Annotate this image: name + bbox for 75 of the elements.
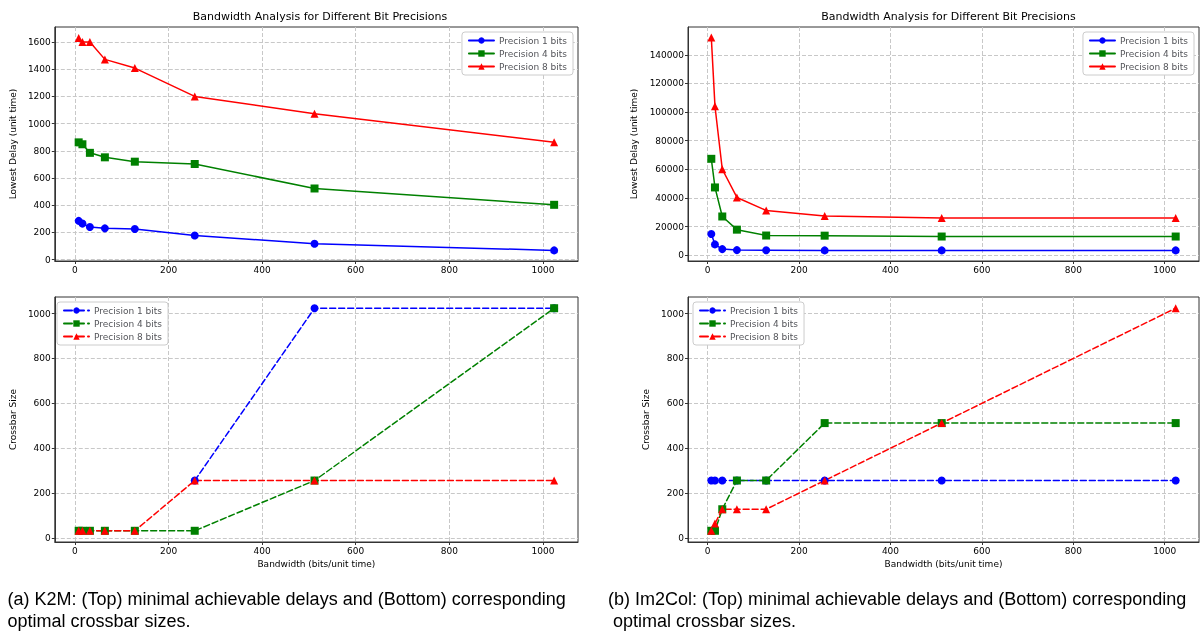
y-tick-label: 0 [678, 532, 685, 543]
x-tick-label: 0 [704, 545, 711, 556]
y-tick-label: 1000 [27, 308, 52, 319]
x-tick-label: 600 [973, 264, 991, 275]
text: (a) K2M: (Top) minimal achievable delays and (Bottom) corresponding optimal crossbar sizes. [7, 589, 571, 631]
y-tick-label: 1000 [27, 118, 52, 129]
x-tick-label: 400 [881, 545, 900, 556]
y-tick-label: 40000 [655, 192, 685, 203]
y-axis-title: Lowest Delay (unit time) [7, 88, 18, 200]
x-tick-label: 400 [881, 264, 900, 275]
y-tick-label: 120000 [649, 78, 685, 89]
y-tick-label: 100000 [649, 107, 685, 118]
y-tick-label: 200 [666, 488, 685, 499]
x-tick-label: 200 [159, 264, 178, 275]
y-tick-label: 600 [666, 398, 685, 409]
y-tick-label: 0 [45, 532, 52, 543]
chart-title: Bandwidth Analysis for Different Bit Precisions [192, 10, 448, 23]
x-tick-label: 800 [1064, 545, 1083, 556]
legend-label: Precision 8 bits [498, 61, 568, 72]
y-tick-label: 200 [33, 488, 52, 499]
y-tick-label: 400 [33, 200, 52, 211]
legend-label: Precision 1 bits [94, 305, 163, 316]
y-tick-label: 0 [678, 250, 685, 261]
x-tick-label: 800 [440, 545, 459, 556]
legend-label: Precision 8 bits [1119, 61, 1189, 72]
x-tick-label: 800 [440, 264, 459, 275]
y-tick-label: 80000 [655, 135, 685, 146]
x-tick-label: 1000 [1153, 264, 1177, 275]
y-tick-label: 400 [666, 443, 685, 454]
y-tick-label: 600 [33, 398, 52, 409]
legend-label: Precision 4 bits [730, 318, 799, 329]
legend-label: Precision 8 bits [94, 331, 163, 342]
x-tick-label: 0 [72, 264, 79, 275]
y-tick-label: 1400 [27, 64, 52, 75]
x-tick-label: 1000 [1153, 545, 1177, 556]
y-tick-label: 0 [45, 254, 52, 265]
legend-label: Precision 4 bits [1119, 48, 1189, 59]
y-tick-label: 800 [33, 353, 52, 364]
x-tick-label: 400 [253, 545, 271, 556]
y-tick-label: 1000 [661, 308, 685, 319]
legend-label: Precision 4 bits [94, 318, 163, 329]
y-tick-label: 200 [33, 227, 52, 238]
y-tick-label: 60000 [655, 164, 685, 175]
x-tick-label: 1000 [531, 264, 555, 275]
x-axis-title: Bandwidth (bits/unit time) [257, 559, 376, 570]
x-tick-label: 400 [253, 264, 271, 275]
y-tick-label: 1200 [27, 91, 52, 102]
y-tick-label: 20000 [655, 221, 685, 232]
x-tick-label: 0 [72, 545, 79, 556]
x-tick-label: 800 [1064, 264, 1083, 275]
y-axis-title: Lowest Delay (unit time) [629, 88, 640, 200]
x-tick-label: 600 [973, 545, 991, 556]
legend-label: Precision 4 bits [498, 48, 568, 59]
x-tick-label: 600 [347, 264, 365, 275]
y-tick-label: 400 [33, 443, 52, 454]
y-tick-label: 600 [33, 173, 52, 184]
y-axis-title: Crossbar Size [7, 388, 18, 450]
x-tick-label: 1000 [531, 545, 555, 556]
legend-label: Precision 1 bits [498, 35, 568, 46]
x-axis-title: Bandwidth (bits/unit time) [884, 559, 1003, 570]
legend-label: Precision 1 bits [1119, 35, 1189, 46]
y-tick-label: 800 [666, 353, 685, 364]
y-tick-label: 140000 [649, 49, 685, 60]
y-tick-label: 1600 [27, 36, 52, 47]
y-tick-label: 800 [33, 145, 52, 156]
y-axis-title: Crossbar Size [640, 388, 651, 450]
text: (b) Im2Col: (Top) minimal achievable delays and (Bottom) corresponding optimal crossbar sizes. [608, 589, 1187, 631]
x-tick-label: 200 [790, 264, 808, 275]
x-tick-label: 0 [704, 264, 711, 275]
chart-title: Bandwidth Analysis for Different Bit Precisions [821, 10, 1076, 23]
x-tick-label: 200 [159, 545, 178, 556]
x-tick-label: 200 [790, 545, 808, 556]
x-tick-label: 600 [347, 545, 365, 556]
legend-label: Precision 8 bits [730, 331, 799, 342]
legend-label: Precision 1 bits [730, 305, 799, 316]
